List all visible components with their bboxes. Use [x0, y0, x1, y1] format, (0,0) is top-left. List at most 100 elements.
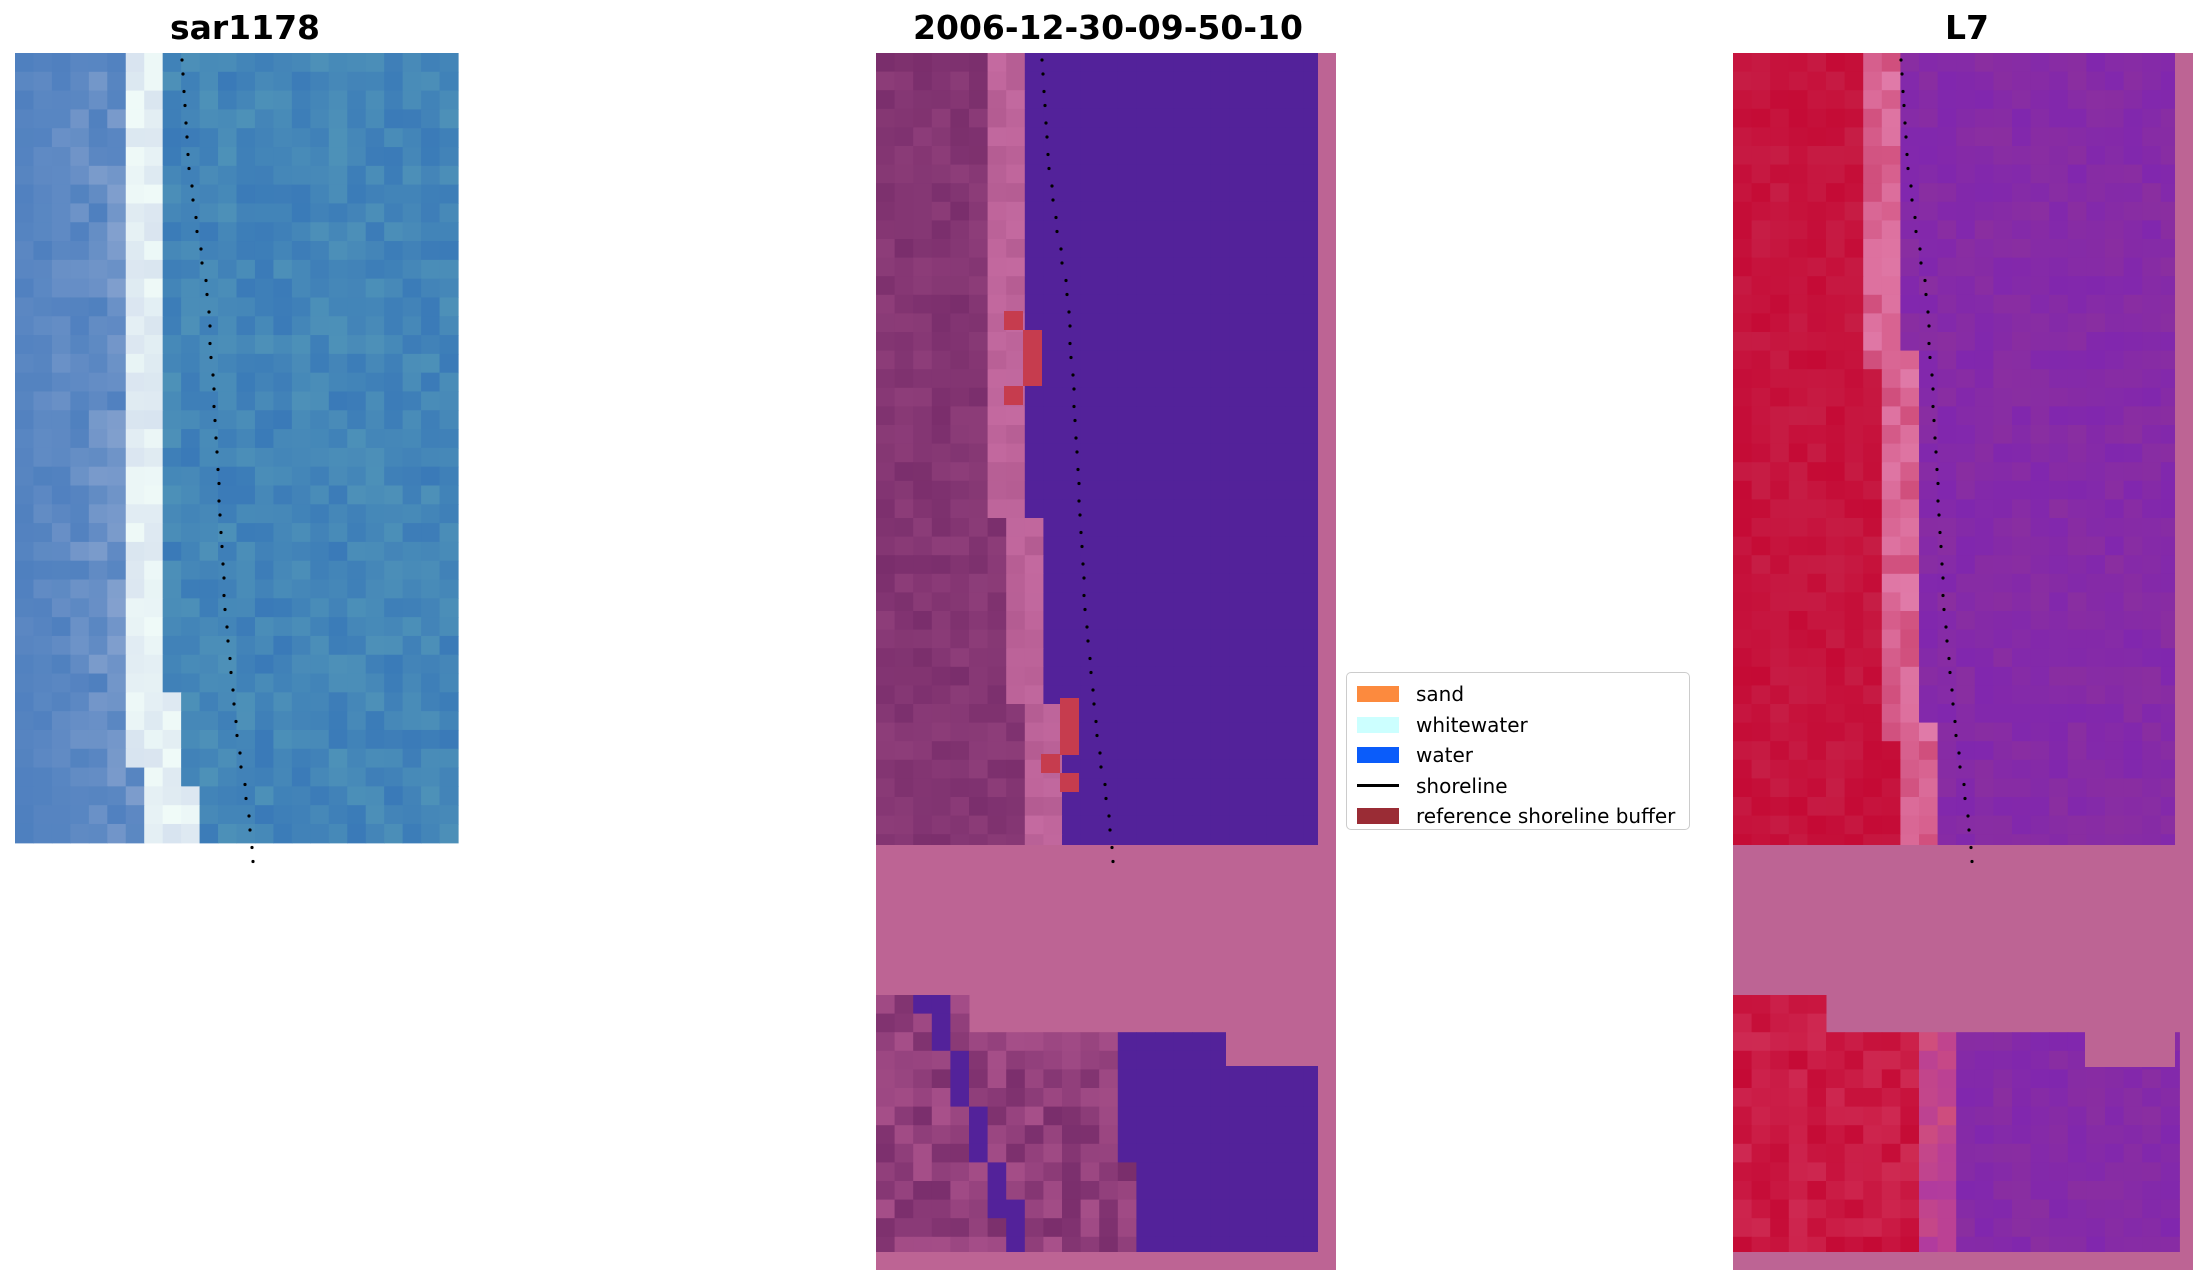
mndwi-pixel — [1937, 741, 1957, 761]
mndwi-pixel — [2123, 536, 2143, 556]
class-pixel — [950, 350, 970, 370]
rgb-pixel — [328, 71, 348, 92]
mndwi-pixel — [1807, 201, 1827, 221]
mndwi-pixel — [2030, 201, 2050, 221]
rgb-pixel — [254, 203, 275, 223]
mndwi-pixel — [1751, 704, 1771, 724]
class-pixel — [1043, 90, 1063, 110]
rgb-pixel — [33, 692, 53, 712]
mndwi-pixel — [2123, 350, 2143, 370]
rgb-pixel — [199, 241, 219, 261]
class-pixel — [950, 406, 970, 426]
class-pixel — [876, 1013, 896, 1033]
rgb-pixel — [310, 711, 330, 731]
class-pixel — [1155, 406, 1175, 426]
class-pixel — [1248, 425, 1268, 445]
class-pixel — [1285, 759, 1305, 779]
class-pixel — [1210, 518, 1230, 538]
rgb-pixel — [328, 222, 348, 242]
rgb-pixel — [51, 71, 71, 92]
buffer-pixel — [1023, 367, 1042, 386]
class-pixel — [1062, 462, 1082, 482]
mndwi-pixel — [1919, 1032, 1939, 1052]
class-pixel — [1248, 369, 1268, 389]
class-pixel — [1192, 183, 1212, 203]
mndwi-pixel — [2067, 1088, 2087, 1108]
mndwi-pixel — [1993, 239, 2013, 259]
rgb-pixel — [162, 617, 182, 637]
rgb-pixel — [125, 241, 145, 261]
mndwi-pixel — [1937, 536, 1957, 556]
mndwi-pixel — [1900, 257, 1920, 277]
rgb-pixel — [439, 297, 459, 317]
rgb-pixel — [125, 805, 145, 825]
mndwi-pixel — [1807, 276, 1827, 296]
mndwi-pixel — [2067, 1069, 2087, 1089]
class-pixel — [1136, 815, 1156, 835]
rgb-pixel — [51, 692, 71, 712]
class-pixel — [1136, 518, 1156, 538]
rgb-pixel — [107, 147, 127, 167]
mndwi-pixel — [1807, 387, 1827, 407]
class-pixel — [950, 1088, 970, 1108]
class-pixel — [1266, 462, 1286, 482]
shoreline-point — [222, 593, 226, 598]
rgb-pixel — [328, 429, 348, 449]
rgb-pixel — [181, 391, 201, 411]
rgb-pixel — [162, 711, 182, 731]
class-pixel — [1043, 127, 1063, 147]
class-pixel — [1062, 555, 1082, 575]
class-pixel — [1155, 741, 1175, 761]
mndwi-pixel — [1993, 332, 2013, 352]
mndwi-pixel — [2105, 332, 2125, 352]
buffer-pixel — [1060, 736, 1079, 755]
mndwi-pixel — [1900, 1125, 1920, 1145]
mndwi-pixel — [2123, 294, 2143, 314]
class-pixel — [1136, 108, 1156, 128]
rgb-pixel — [347, 523, 367, 543]
mndwi-pixel — [1919, 741, 1939, 761]
class-pixel — [1266, 220, 1286, 240]
mndwi-pixel — [2142, 536, 2162, 556]
rgb-pixel — [328, 805, 348, 825]
mndwi-pixel — [1826, 1088, 1846, 1108]
mndwi-pixel — [1751, 1125, 1771, 1145]
mndwi-pixel — [2049, 518, 2069, 538]
rgb-pixel — [310, 184, 330, 205]
rgb-pixel — [310, 222, 330, 242]
mndwi-pixel — [1770, 797, 1790, 817]
class-pixel — [1210, 220, 1230, 240]
mndwi-pixel — [2030, 387, 2050, 407]
class-pixel — [931, 480, 951, 500]
mndwi-pixel — [1937, 1032, 1957, 1052]
rgb-pixel — [15, 335, 35, 355]
rgb-pixel — [162, 485, 182, 505]
rgb-pixel — [15, 90, 35, 111]
class-pixel — [876, 555, 896, 575]
class-pixel — [913, 1050, 933, 1070]
mndwi-pixel — [1844, 685, 1864, 705]
class-pixel — [1266, 555, 1286, 575]
class-pixel — [1024, 220, 1044, 240]
class-pixel — [1248, 146, 1268, 166]
rgb-pixel — [365, 692, 385, 712]
class-pixel — [931, 425, 951, 445]
class-pixel — [1192, 164, 1212, 184]
class-pixel — [1266, 480, 1286, 500]
mndwi-pixel — [1863, 294, 1883, 314]
mndwi-pixel — [1919, 425, 1939, 445]
mndwi-pixel — [2049, 685, 2069, 705]
mndwi-pixel — [1788, 995, 1808, 1015]
mndwi-pixel — [2086, 1162, 2106, 1182]
rgb-pixel — [162, 241, 182, 261]
rgb-pixel — [384, 184, 404, 205]
rgb-pixel — [181, 748, 201, 769]
rgb-pixel — [254, 429, 275, 449]
rgb-pixel — [88, 598, 108, 618]
class-pixel — [894, 183, 914, 203]
rgb-pixel — [33, 147, 53, 167]
class-pixel — [1210, 1143, 1230, 1163]
class-pixel — [1080, 518, 1100, 538]
mndwi-pixel — [2030, 1218, 2050, 1238]
class-pixel — [1099, 146, 1119, 166]
